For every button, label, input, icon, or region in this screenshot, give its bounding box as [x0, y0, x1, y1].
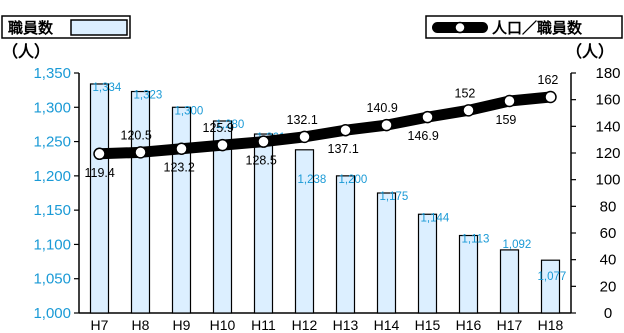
bar — [376, 192, 397, 314]
right-tick-label: 120 — [595, 145, 620, 162]
category-label: H12 — [292, 317, 318, 333]
left-tick-label: 1,150 — [33, 202, 71, 219]
line-value-label: 128.5 — [246, 154, 277, 168]
line-value-label: 152 — [455, 86, 476, 100]
line-value-label: 162 — [538, 73, 559, 87]
line-value-label: 120.5 — [121, 128, 152, 142]
right-tick-label: 0 — [604, 305, 612, 322]
line-value-labels: 119.4 120.5 123.2 125.9 128.5 132.1 137.1 140.9… — [85, 73, 559, 180]
right-tick-label: 80 — [600, 198, 617, 215]
bar — [458, 234, 479, 314]
line-point — [544, 90, 557, 104]
line-point — [339, 123, 352, 137]
line-value-label: 119.4 — [85, 166, 115, 180]
line-value-label: 123.2 — [164, 161, 195, 175]
left-axis-ticks: 1,000 1,050 1,100 1,150 1,200 1,250 1,300 1,350 — [33, 65, 79, 322]
line-value-label: 146.9 — [408, 129, 439, 143]
legend-line-label: 人口／職員数 — [492, 19, 583, 37]
legend-bar-label: 職員数 — [8, 19, 54, 37]
bar-value-label: 1,175 — [380, 191, 409, 203]
category-label: H13 — [333, 317, 359, 333]
bar — [335, 175, 356, 314]
left-tick-label: 1,050 — [33, 271, 71, 288]
line-path — [94, 91, 556, 160]
bar-value-label: 1,323 — [134, 90, 163, 102]
left-tick-label: 1,250 — [33, 134, 71, 151]
category-label: H9 — [173, 317, 191, 333]
line-value-label: 159 — [496, 113, 517, 127]
legend-line-marker — [454, 21, 466, 34]
line-point — [175, 142, 188, 155]
right-tick-label: 20 — [600, 278, 617, 295]
category-labels: H7 H8 H9 H10 H11 H12 H13 H14 H15 H16 H17 H18 — [91, 317, 564, 333]
line-value-label: 125.9 — [203, 121, 234, 135]
bar — [253, 133, 274, 314]
left-tick-label: 1,100 — [33, 236, 71, 253]
category-label: H17 — [497, 317, 523, 333]
left-tick-label: 1,200 — [33, 168, 71, 185]
left-tick-label: 1,000 — [33, 305, 71, 322]
bar-value-label: 1,300 — [175, 105, 204, 117]
bar-value-label: 1,200 — [339, 174, 368, 186]
bar-value-label: 1,077 — [538, 271, 567, 283]
legend-bar-swatch — [70, 19, 128, 36]
legend-line: 人口／職員数 — [425, 15, 623, 39]
category-label: H11 — [251, 317, 276, 333]
right-tick-label: 60 — [600, 225, 617, 242]
line-point — [421, 110, 434, 124]
bar-value-label: 1,334 — [93, 82, 122, 94]
bar — [294, 149, 315, 314]
right-tick-label: 180 — [595, 65, 620, 82]
right-tick-label: 100 — [595, 172, 620, 189]
line-point — [93, 147, 106, 161]
left-axis-unit: （人） — [2, 42, 50, 61]
line-value-label: 137.1 — [328, 142, 359, 156]
category-label: H10 — [210, 317, 236, 333]
line-value-label: 132.1 — [287, 113, 318, 127]
category-label: H16 — [456, 317, 482, 333]
left-tick-label: 1,350 — [33, 65, 71, 82]
line-value-label: 140.9 — [367, 101, 398, 115]
right-axis-unit: （人） — [566, 42, 614, 61]
bar — [540, 259, 561, 314]
bar — [499, 249, 520, 314]
right-tick-label: 160 — [595, 92, 620, 109]
bar-value-label: 1,113 — [462, 234, 490, 246]
line-point — [257, 135, 270, 148]
bar — [171, 106, 192, 314]
bar — [417, 213, 438, 314]
category-label: H15 — [415, 317, 441, 333]
bar — [130, 90, 151, 314]
line-point — [216, 138, 229, 152]
line-point — [380, 118, 393, 132]
category-label: H8 — [132, 317, 150, 333]
line-series — [93, 90, 557, 161]
bar-value-label: 1,280 — [216, 119, 245, 131]
bar — [212, 120, 233, 314]
bar — [89, 83, 110, 314]
category-label: H18 — [538, 317, 564, 333]
bar-value-label: 1,144 — [421, 212, 450, 224]
line-point — [462, 104, 475, 117]
right-axis-ticks: 0 20 40 60 80 100 120 140 160 180 — [571, 65, 621, 322]
category-label: H7 — [91, 317, 109, 333]
category-label: H14 — [374, 317, 400, 333]
right-tick-label: 140 — [595, 118, 620, 135]
bar-value-label: 1,092 — [503, 239, 532, 251]
bar-value-label: 1,238 — [298, 174, 327, 186]
left-tick-label: 1,300 — [33, 99, 71, 116]
line-point — [298, 130, 311, 144]
legend-bar: 職員数 — [1, 15, 131, 39]
line-point — [134, 146, 147, 159]
right-tick-label: 40 — [600, 252, 617, 269]
line-point — [503, 94, 516, 108]
bar-series — [89, 83, 561, 314]
